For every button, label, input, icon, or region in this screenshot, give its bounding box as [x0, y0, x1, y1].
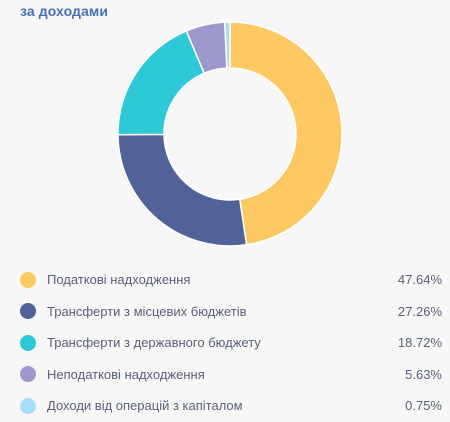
legend-value: 0.75% — [405, 398, 442, 414]
legend-color-dot — [20, 334, 36, 351]
legend-color-dot — [20, 397, 36, 414]
chart-legend: Податкові надходження 47.64% Трансферти з … — [20, 264, 442, 422]
legend-value: 18.72% — [397, 335, 442, 351]
donut-slice-2[interactable] — [117, 133, 248, 247]
legend-label: Доходи від операцій з капіталом — [47, 398, 243, 414]
legend-label: Податкові надходження — [47, 272, 191, 288]
legend-color-dot — [20, 271, 36, 288]
legend-value: 47.64% — [397, 272, 442, 288]
legend-label: Трансферти з державного бюджету — [47, 335, 261, 351]
donut-slice-1[interactable] — [229, 21, 343, 246]
legend-item[interactable]: Трансферти з державного бюджету 18.72% — [20, 327, 442, 359]
legend-item[interactable]: Трансферти з місцевих бюджетів 27.26% — [20, 296, 442, 328]
donut-chart-area — [117, 21, 343, 247]
legend-color-dot — [20, 303, 36, 320]
legend-item[interactable]: Податкові надходження 47.64% — [20, 264, 442, 296]
legend-value: 5.63% — [405, 366, 442, 382]
donut-chart — [117, 21, 343, 247]
legend-item[interactable]: Доходи від операцій з капіталом 0.75% — [20, 390, 442, 422]
legend-label: Трансферти з місцевих бюджетів — [47, 303, 247, 319]
chart-title: за доходами — [20, 3, 109, 19]
legend-label: Неподаткові надходження — [47, 366, 205, 382]
donut-slice-3[interactable] — [117, 29, 206, 136]
legend-color-dot — [20, 366, 36, 383]
legend-item[interactable]: Неподаткові надходження 5.63% — [20, 359, 442, 391]
donut-slice-5[interactable] — [223, 21, 231, 69]
legend-value: 27.26% — [397, 303, 442, 319]
